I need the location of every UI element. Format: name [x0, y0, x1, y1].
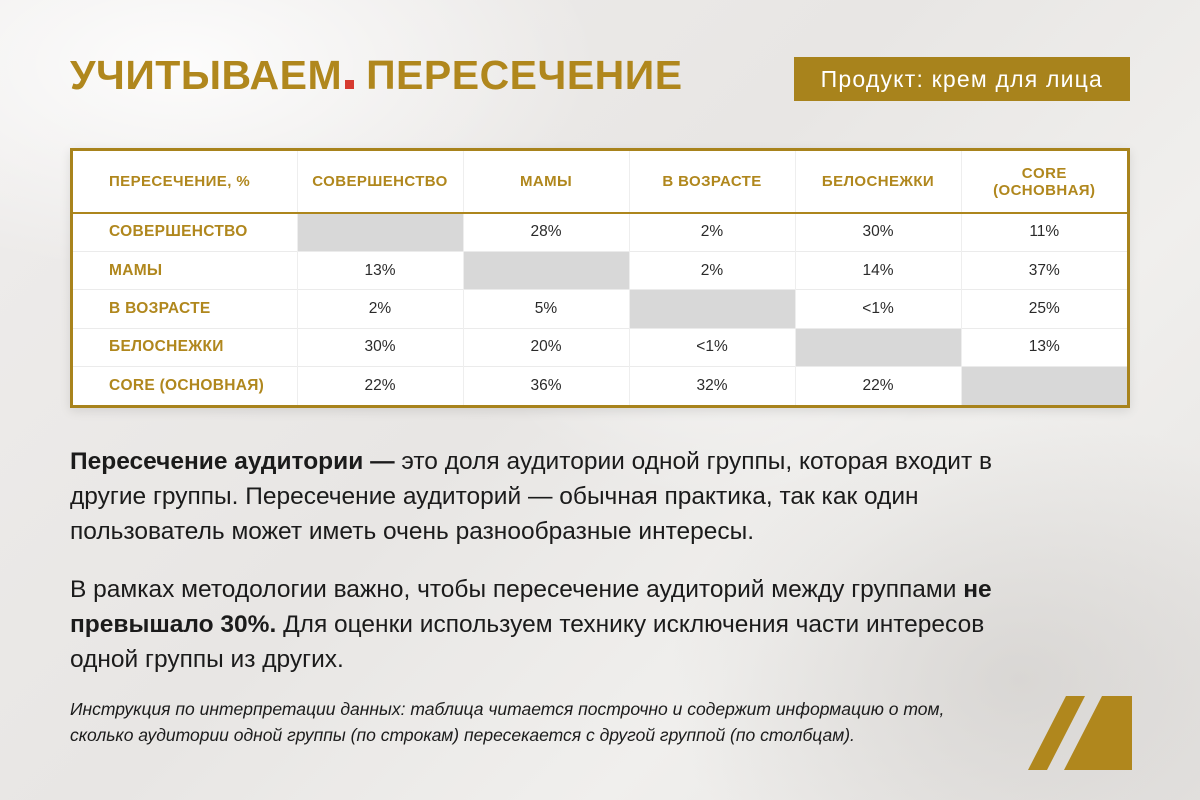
- paragraph-1-text: это доля аудитории одной группы, которая…: [70, 448, 993, 545]
- table-cell: 22%: [794, 366, 961, 405]
- table-cell: 22%: [296, 366, 463, 405]
- table-row: CORE (ОСНОВНАЯ) 22% 36% 32% 22%: [73, 366, 1127, 405]
- column-header: В ВОЗРАСТЕ: [628, 151, 795, 214]
- table-cell: 5%: [462, 289, 629, 329]
- row-label: МАМЫ: [73, 250, 297, 290]
- table-cell: 30%: [794, 213, 961, 252]
- title-word-1: УЧИТЫВАЕМ: [70, 52, 343, 98]
- row-label: СОВЕРШЕНСТВО: [109, 223, 248, 241]
- table-cell: 36%: [462, 366, 629, 405]
- table-cell: 13%: [296, 250, 463, 290]
- title-word-2: ПЕРЕСЕЧЕНИЕ: [366, 52, 683, 98]
- company-logo: [1028, 690, 1132, 770]
- paragraph-2-start: В рамках методологии важно, чтобы пересе…: [70, 576, 964, 603]
- column-header: БЕЛОСНЕЖКИ: [794, 151, 961, 214]
- logo-left-stroke: [1028, 696, 1085, 770]
- diagonal-cell: [296, 213, 463, 252]
- row-label: CORE (ОСНОВНАЯ): [73, 366, 297, 405]
- table-row: В ВОЗРАСТЕ 2% 5% <1% 25%: [73, 289, 1127, 329]
- table-row: СОВЕРШЕНСТВО 28% 2% 30% 11%: [73, 213, 1127, 252]
- row-label: В ВОЗРАСТЕ: [73, 289, 297, 329]
- table-cell: 20%: [462, 327, 629, 367]
- table-header-row: ПЕРЕСЕЧЕНИЕ, % СОВЕРШЕНСТВО МАМЫ В ВОЗРА…: [73, 151, 1127, 214]
- logo-mark-icon: [1028, 696, 1132, 770]
- row-label: БЕЛОСНЕЖКИ: [73, 327, 297, 367]
- column-header: CORE (ОСНОВНАЯ): [960, 151, 1127, 214]
- table-row: МАМЫ 13% 2% 14% 37%: [73, 250, 1127, 290]
- paragraph-1: Пересечение аудитории — это доля аудитор…: [70, 444, 1022, 549]
- paragraph-1-lead: Пересечение аудитории —: [70, 448, 395, 475]
- table-cell: 14%: [794, 250, 961, 290]
- table-cell: <1%: [794, 289, 961, 329]
- paragraph-2-rest: Для оценки используем технику исключения…: [70, 611, 985, 673]
- paragraph-2-bold: не превышало 30%.: [70, 576, 992, 638]
- body-text: Пересечение аудитории — это доля аудитор…: [70, 444, 1022, 677]
- paragraph-2: В рамках методологии важно, чтобы пересе…: [70, 572, 1022, 677]
- diagonal-cell: [794, 327, 961, 367]
- table-cell: 2%: [296, 289, 463, 329]
- column-header: СОВЕРШЕНСТВО: [296, 151, 463, 214]
- product-badge: Продукт: крем для лица: [793, 57, 1130, 101]
- table-cell: 32%: [628, 366, 795, 405]
- table-cell: 2%: [628, 250, 795, 290]
- diagonal-cell: [462, 250, 629, 290]
- table-cell: 37%: [960, 250, 1127, 290]
- table-cell: 2%: [628, 213, 795, 252]
- data-table: ПЕРЕСЕЧЕНИЕ, % СОВЕРШЕНСТВО МАМЫ В ВОЗРА…: [73, 151, 1127, 405]
- title-accent-dot: [345, 80, 355, 89]
- intersection-table: ПЕРЕСЕЧЕНИЕ, % СОВЕРШЕНСТВО МАМЫ В ВОЗРА…: [70, 148, 1130, 408]
- footnote: Инструкция по интерпретации данных: табл…: [70, 699, 945, 745]
- column-header: ПЕРЕСЕЧЕНИЕ, %: [73, 151, 297, 214]
- table-cell: <1%: [628, 327, 795, 367]
- table-cell: 25%: [960, 289, 1127, 329]
- diagonal-cell: [960, 366, 1127, 405]
- table-cell: 28%: [462, 213, 629, 252]
- column-header: МАМЫ: [462, 151, 629, 214]
- table-cell: 11%: [960, 213, 1127, 252]
- diagonal-cell: [628, 289, 795, 329]
- logo-right-stroke: [1064, 696, 1132, 770]
- table-row: БЕЛОСНЕЖКИ 30% 20% <1% 13%: [73, 327, 1127, 367]
- page-title: УЧИТЫВАЕМ ПЕРЕСЕЧЕНИЕ: [70, 52, 683, 99]
- table-cell: 13%: [960, 327, 1127, 367]
- table-cell: 30%: [296, 327, 463, 367]
